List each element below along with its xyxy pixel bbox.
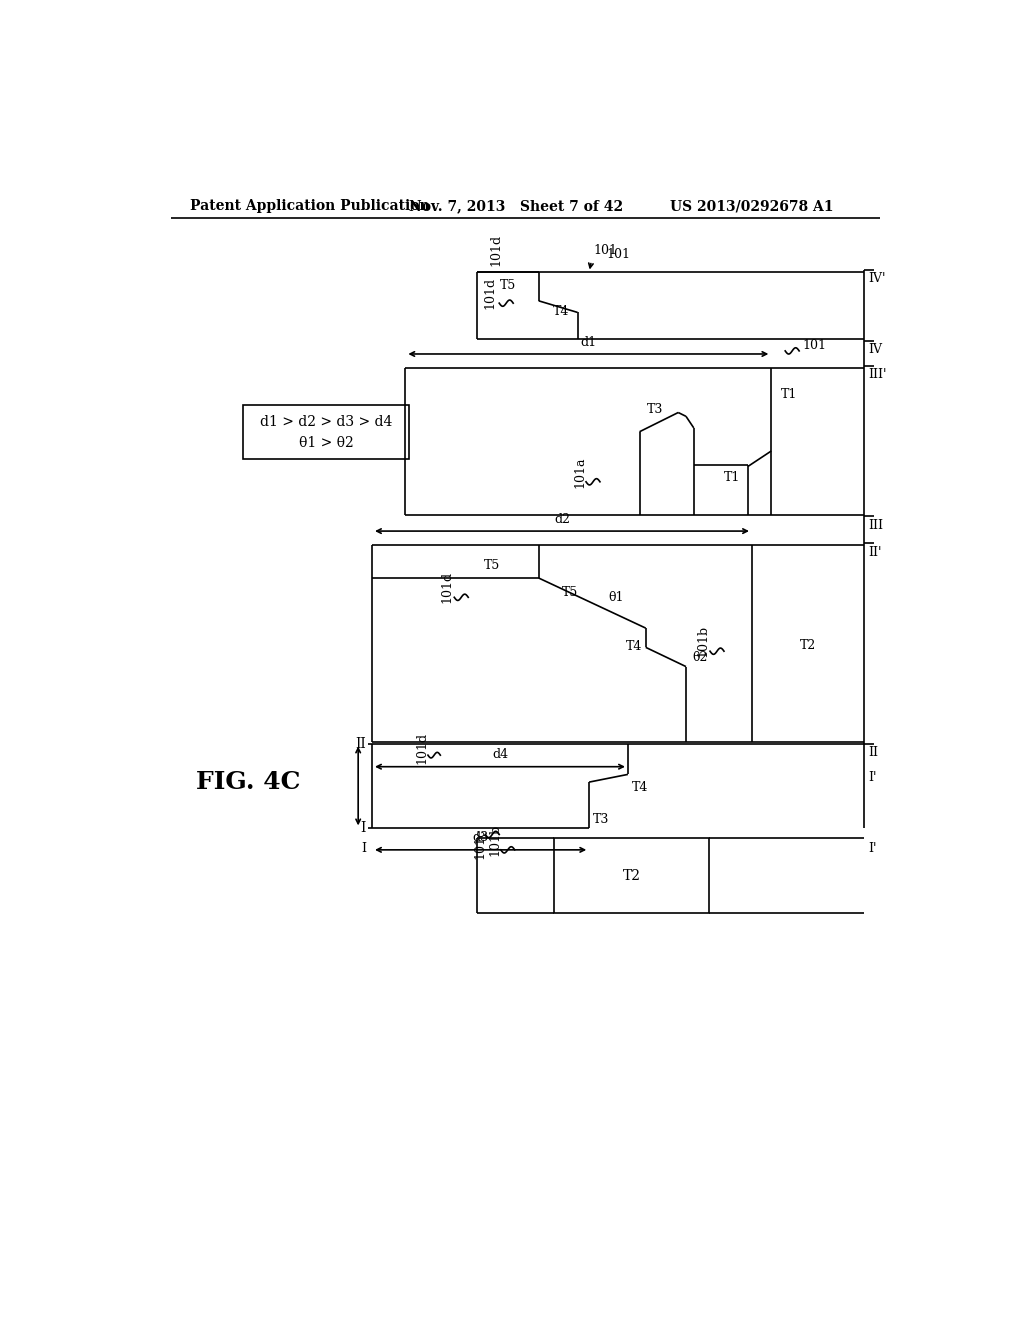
Text: d4: d4 <box>492 748 508 762</box>
Text: T5: T5 <box>500 279 516 292</box>
Text: 101c: 101c <box>474 828 486 859</box>
Text: θ1 > θ2: θ1 > θ2 <box>299 437 353 450</box>
Text: US 2013/0292678 A1: US 2013/0292678 A1 <box>671 199 834 213</box>
Text: III': III' <box>868 368 887 381</box>
Text: I: I <box>360 842 366 855</box>
Text: IV: IV <box>868 343 882 356</box>
Text: T1: T1 <box>724 471 740 484</box>
Bar <box>554 838 710 913</box>
Text: IV': IV' <box>868 272 886 285</box>
Text: θ1: θ1 <box>608 591 624 603</box>
Text: II': II' <box>868 545 882 558</box>
Text: 101: 101 <box>802 339 826 352</box>
Text: 101: 101 <box>606 248 630 261</box>
Text: 101: 101 <box>593 244 617 257</box>
Text: T2: T2 <box>623 869 641 883</box>
Text: T4: T4 <box>553 305 569 318</box>
Text: T3: T3 <box>647 404 664 416</box>
Text: T4: T4 <box>632 780 648 793</box>
Text: Patent Application Publication: Patent Application Publication <box>190 199 430 213</box>
Text: FIG. 4C: FIG. 4C <box>197 770 301 795</box>
Text: Nov. 7, 2013   Sheet 7 of 42: Nov. 7, 2013 Sheet 7 of 42 <box>410 199 624 213</box>
Text: 101a: 101a <box>573 457 587 488</box>
Text: I': I' <box>868 842 877 855</box>
Text: 101d: 101d <box>489 234 503 267</box>
Text: III: III <box>868 519 883 532</box>
Text: 101d: 101d <box>440 572 454 603</box>
Text: 101b: 101b <box>696 626 710 657</box>
Text: 101d: 101d <box>416 731 429 763</box>
Text: d2: d2 <box>554 512 570 525</box>
Text: T2: T2 <box>801 639 816 652</box>
Text: I: I <box>360 821 366 836</box>
Text: II: II <box>868 746 879 759</box>
Text: T4: T4 <box>626 640 642 652</box>
Text: d3: d3 <box>472 832 488 845</box>
Text: I': I' <box>868 771 877 784</box>
Text: d1 > d2 > d3 > d4: d1 > d2 > d3 > d4 <box>260 414 392 429</box>
Text: θ2: θ2 <box>692 651 708 664</box>
Text: d1: d1 <box>581 335 596 348</box>
Text: T5: T5 <box>484 558 501 572</box>
Text: T5: T5 <box>562 586 579 599</box>
Text: 101d: 101d <box>483 277 496 309</box>
Text: T3: T3 <box>593 813 609 826</box>
Text: II: II <box>355 737 366 751</box>
Text: 101b: 101b <box>488 824 502 855</box>
Bar <box>243 405 410 459</box>
Text: T1: T1 <box>781 388 798 401</box>
